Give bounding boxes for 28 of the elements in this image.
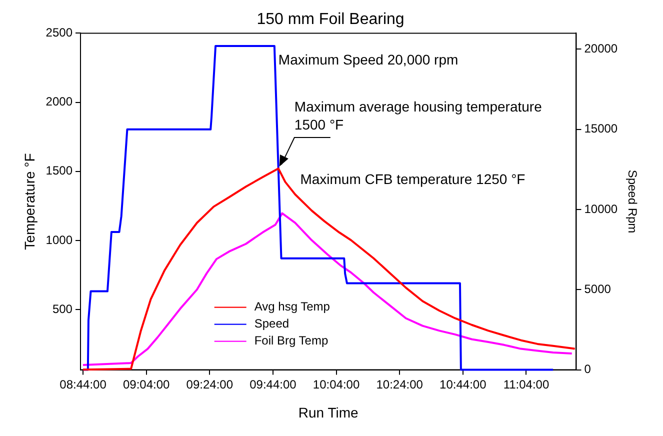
y2-tick-label: 10000: [584, 202, 618, 216]
x-tick-label: 10:24:00: [376, 377, 424, 392]
x-tick-label: 09:24:00: [186, 377, 234, 392]
y2-axis-title: Speed Rpm: [625, 170, 640, 234]
x-tick-label: 10:04:00: [312, 377, 360, 392]
legend-label: Foil Brg Temp: [254, 334, 328, 348]
y2-tick-label: 0: [584, 362, 592, 376]
x-tick-label: 09:04:00: [122, 377, 170, 392]
y-tick-label: 1500: [46, 164, 73, 178]
x-tick-label: 08:44:00: [60, 377, 107, 392]
y-axis-title: Temperature °F: [21, 153, 38, 250]
annotation: Maximum CFB temperature 1250 °F: [300, 171, 526, 188]
annotation: Maximum Speed 20,000 rpm: [278, 51, 458, 68]
chart-title: 150 mm Foil Bearing: [256, 11, 404, 28]
x-tick-label: 09:44:00: [250, 377, 297, 392]
y2-tick-label: 5000: [584, 282, 612, 296]
y-tick-label: 2500: [46, 26, 73, 40]
y2-tick-label: 20000: [584, 42, 618, 56]
x-axis-title: Run Time: [298, 404, 359, 420]
y2-tick-label: 15000: [584, 122, 618, 136]
y-tick-label: 2000: [46, 94, 73, 109]
y-tick-label: 1000: [46, 232, 73, 247]
x-tick-label: 11:04:00: [503, 377, 550, 392]
legend-label: Avg hsg Temp: [254, 300, 330, 314]
annotation: Maximum average housing temperature 1500 °F: [294, 98, 542, 132]
x-tick-label: 10:44:00: [440, 377, 487, 392]
y-tick-label: 500: [52, 302, 73, 316]
legend-label: Speed: [254, 316, 290, 331]
